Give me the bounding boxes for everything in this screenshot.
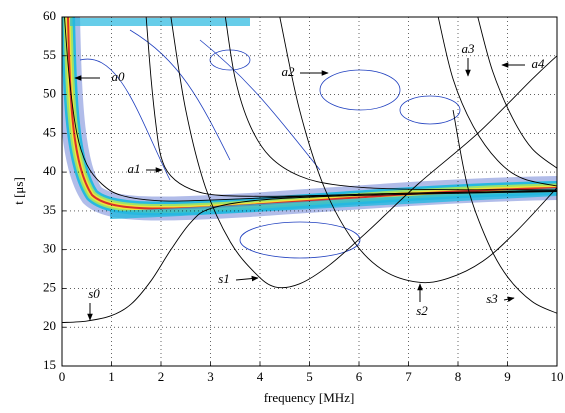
y-tick-label: 15 <box>43 357 56 372</box>
y-tick-label: 40 <box>43 163 56 178</box>
x-tick-label: 1 <box>108 369 115 384</box>
curve <box>62 191 557 324</box>
y-tick-label: 45 <box>43 124 56 139</box>
curves <box>62 17 557 324</box>
x-axis-label: frequency [MHz] <box>264 390 355 405</box>
curve-annotation: s0 <box>88 286 100 301</box>
x-tick-label: 10 <box>551 369 564 384</box>
x-tick-label: 3 <box>207 369 214 384</box>
curve-annotation: s1 <box>218 271 230 286</box>
x-tick-label: 7 <box>405 369 412 384</box>
y-tick-label: 50 <box>43 86 56 101</box>
annotation-arrow <box>235 275 259 282</box>
x-tick-label: 8 <box>455 369 462 384</box>
y-tick-label: 55 <box>43 47 56 62</box>
curve <box>437 17 557 187</box>
x-tick-label: 2 <box>158 369 165 384</box>
y-tick-label: 20 <box>43 318 56 333</box>
y-tick-label: 25 <box>43 279 56 294</box>
x-tick-label: 0 <box>59 369 66 384</box>
plot-layer: 0 1 2 3 4 5 6 7 8 9 1015202530354045505560a0a1a2a3… <box>43 8 564 384</box>
curve-annotation: a2 <box>282 64 296 79</box>
curve <box>477 17 557 169</box>
y-tick-label: 35 <box>43 202 56 217</box>
curve <box>452 109 557 314</box>
y-tick-label: 30 <box>43 241 56 256</box>
annotation-arrow <box>503 296 515 302</box>
x-tick-label: 4 <box>257 369 264 384</box>
curve-annotation: a4 <box>532 56 546 71</box>
curve-annotation: s3 <box>486 291 498 306</box>
curve-annotation: a0 <box>112 69 126 84</box>
x-tick-label: 9 <box>504 369 511 384</box>
curve <box>224 17 557 191</box>
curve-annotation: a3 <box>462 41 476 56</box>
y-axis-label: t [μs] <box>11 177 26 205</box>
contour-field <box>62 17 557 259</box>
curve <box>279 17 557 284</box>
curve <box>145 17 557 197</box>
curve <box>170 17 557 289</box>
y-tick-label: 60 <box>43 8 56 23</box>
curve-annotation: s2 <box>416 303 428 318</box>
curve-annotation: a1 <box>128 161 141 176</box>
x-tick-label: 6 <box>356 369 363 384</box>
x-tick-label: 5 <box>306 369 313 384</box>
